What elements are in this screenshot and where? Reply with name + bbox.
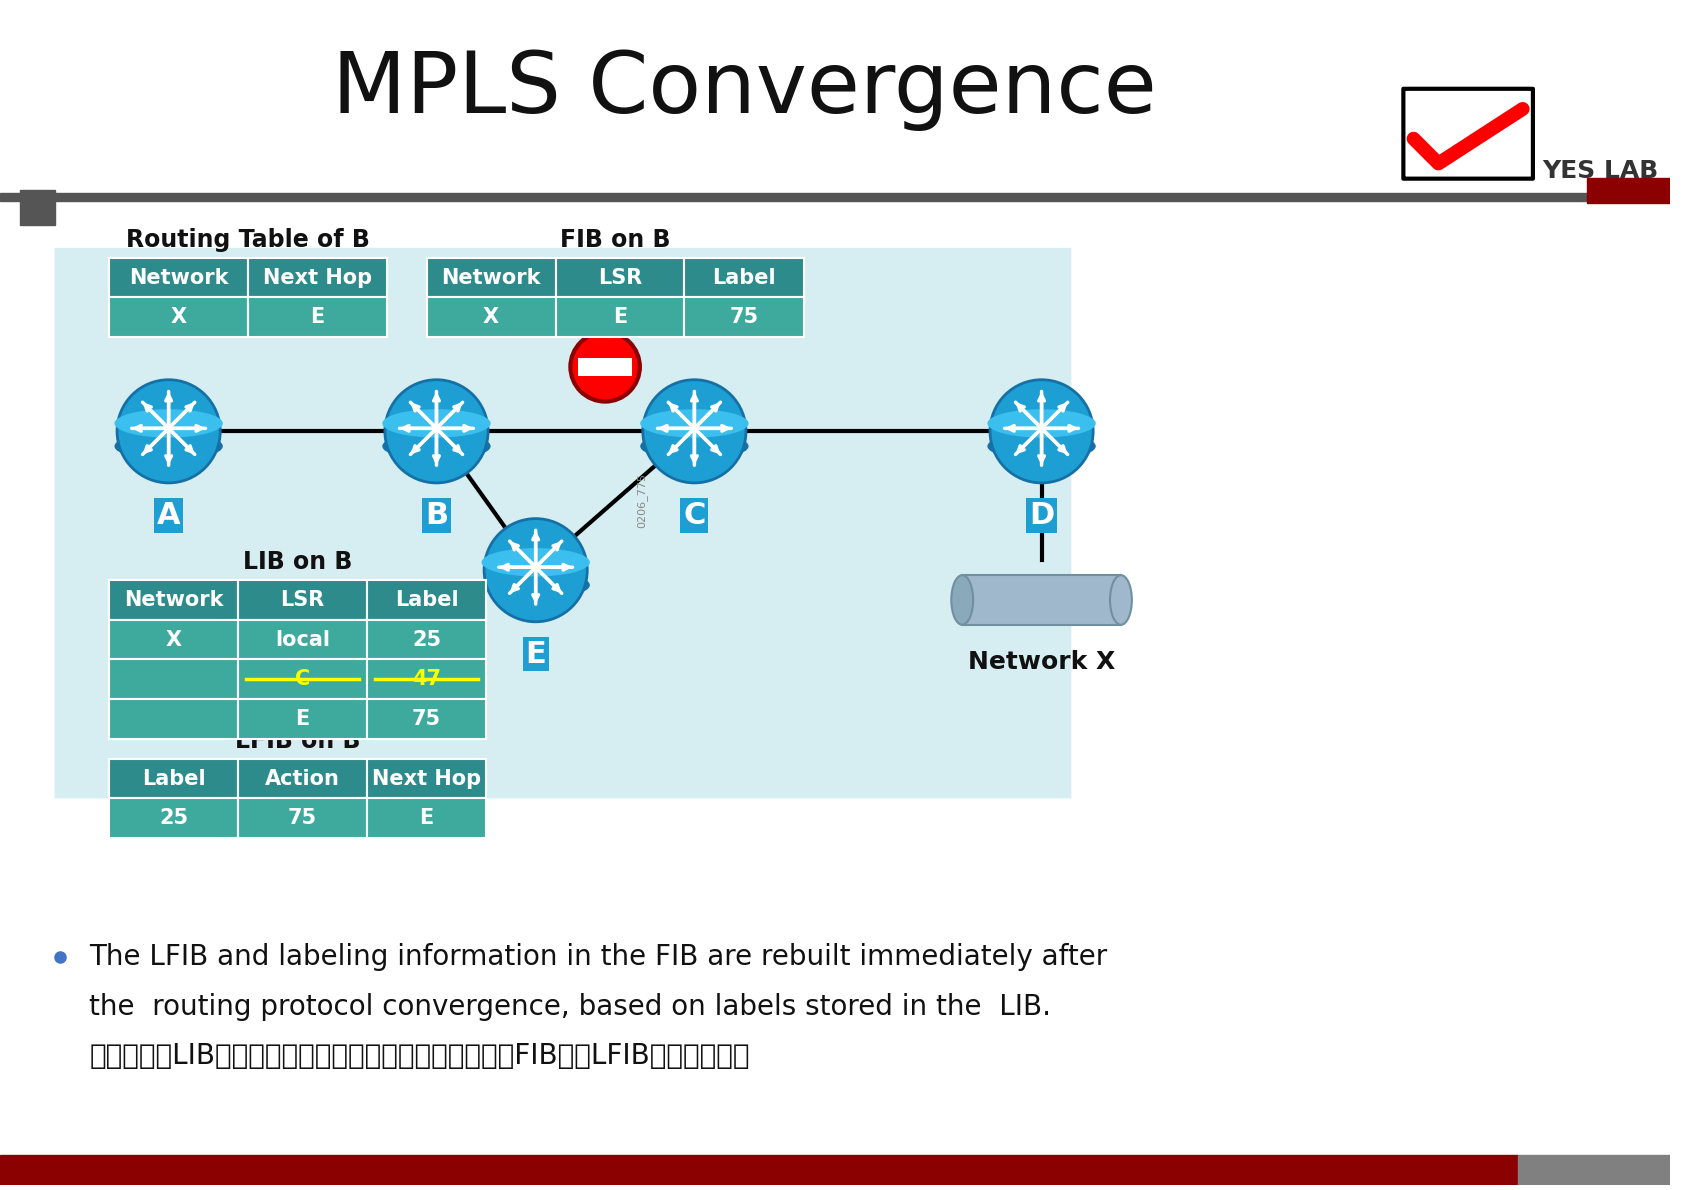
Circle shape: [570, 332, 639, 401]
Text: C: C: [683, 501, 705, 530]
Ellipse shape: [114, 409, 222, 438]
Ellipse shape: [382, 432, 491, 461]
Ellipse shape: [987, 432, 1095, 461]
Ellipse shape: [481, 549, 589, 576]
Text: E: E: [612, 307, 627, 327]
Bar: [579, 358, 631, 376]
Text: LIB on B: LIB on B: [242, 550, 352, 575]
Text: LSR: LSR: [281, 590, 325, 610]
Text: FIB on B: FIB on B: [560, 227, 669, 252]
Text: E: E: [419, 808, 434, 828]
Text: X: X: [165, 630, 182, 650]
Text: 基于存储在LIB中的标签，在路由协议收敛之后立即重建FIB中的LFIB和标签信息。: 基于存储在LIB中的标签，在路由协议收敛之后立即重建FIB中的LFIB和标签信息…: [89, 1042, 750, 1070]
Text: Routing Table of B: Routing Table of B: [126, 227, 370, 252]
Text: Label: Label: [141, 769, 205, 789]
Ellipse shape: [987, 409, 1095, 438]
Ellipse shape: [114, 432, 222, 461]
Text: B: B: [424, 501, 447, 530]
Bar: [367, 659, 486, 700]
Bar: [0, 1155, 1517, 1185]
Text: Label: Label: [395, 590, 458, 610]
Text: E: E: [309, 307, 325, 327]
Text: the  routing protocol convergence, based on labels stored in the  LIB.: the routing protocol convergence, based …: [89, 992, 1051, 1021]
Ellipse shape: [639, 432, 748, 461]
Bar: [20, 190, 54, 225]
Bar: [109, 298, 247, 337]
Bar: [1517, 1155, 1669, 1185]
Text: A: A: [156, 501, 180, 530]
Text: Network X: Network X: [967, 650, 1115, 674]
Bar: [555, 298, 685, 337]
Bar: [109, 700, 237, 739]
Text: 75: 75: [288, 808, 316, 828]
Bar: [237, 620, 367, 659]
Circle shape: [484, 519, 587, 622]
Bar: [109, 798, 237, 838]
Text: E: E: [296, 709, 309, 729]
Ellipse shape: [950, 575, 972, 625]
Bar: [237, 798, 367, 838]
Text: Network: Network: [441, 268, 540, 288]
Bar: [1586, 178, 1669, 203]
Circle shape: [989, 380, 1093, 483]
Bar: [367, 700, 486, 739]
Text: 0206_775: 0206_775: [636, 474, 648, 528]
Bar: [367, 798, 486, 838]
Bar: [237, 659, 367, 700]
Text: 25: 25: [412, 630, 441, 650]
Text: X: X: [170, 307, 187, 327]
Text: Network: Network: [124, 590, 224, 610]
Bar: [109, 258, 247, 298]
Ellipse shape: [481, 571, 589, 600]
Text: local: local: [274, 630, 330, 650]
Bar: [685, 298, 802, 337]
Bar: [0, 193, 1669, 201]
Circle shape: [643, 380, 745, 483]
Bar: [367, 759, 486, 798]
Bar: [237, 580, 367, 620]
Bar: [237, 759, 367, 798]
Bar: [685, 258, 802, 298]
FancyBboxPatch shape: [1403, 89, 1532, 178]
Circle shape: [385, 380, 488, 483]
Ellipse shape: [639, 409, 748, 438]
Text: 25: 25: [158, 808, 188, 828]
Bar: [962, 575, 1120, 625]
Text: Next Hop: Next Hop: [262, 268, 372, 288]
Ellipse shape: [382, 409, 491, 438]
Text: Network: Network: [130, 268, 229, 288]
Text: 47: 47: [412, 669, 441, 689]
Text: LFIB on B: LFIB on B: [235, 728, 360, 753]
Text: MPLS Convergence: MPLS Convergence: [331, 48, 1156, 131]
Text: E: E: [525, 640, 545, 669]
Bar: [367, 620, 486, 659]
Text: The LFIB and labeling information in the FIB are rebuilt immediately after: The LFIB and labeling information in the…: [89, 944, 1107, 971]
Bar: [426, 298, 555, 337]
Text: C: C: [294, 669, 309, 689]
Text: LSR: LSR: [597, 268, 643, 288]
Text: D: D: [1028, 501, 1053, 530]
Ellipse shape: [1110, 575, 1132, 625]
Text: Action: Action: [266, 769, 340, 789]
Text: MPLS Domain: MPLS Domain: [493, 294, 696, 320]
FancyBboxPatch shape: [54, 248, 1071, 798]
Bar: [109, 620, 237, 659]
Circle shape: [118, 380, 220, 483]
Bar: [109, 580, 237, 620]
Bar: [247, 298, 387, 337]
Bar: [237, 700, 367, 739]
Text: Label: Label: [711, 268, 775, 288]
Bar: [367, 580, 486, 620]
Text: YES LAB: YES LAB: [1542, 159, 1658, 183]
Text: 75: 75: [728, 307, 759, 327]
Bar: [109, 659, 237, 700]
Text: X: X: [483, 307, 500, 327]
Text: Next Hop: Next Hop: [372, 769, 481, 789]
Bar: [109, 759, 237, 798]
Text: 75: 75: [412, 709, 441, 729]
Bar: [247, 258, 387, 298]
Bar: [426, 258, 555, 298]
Bar: [555, 258, 685, 298]
